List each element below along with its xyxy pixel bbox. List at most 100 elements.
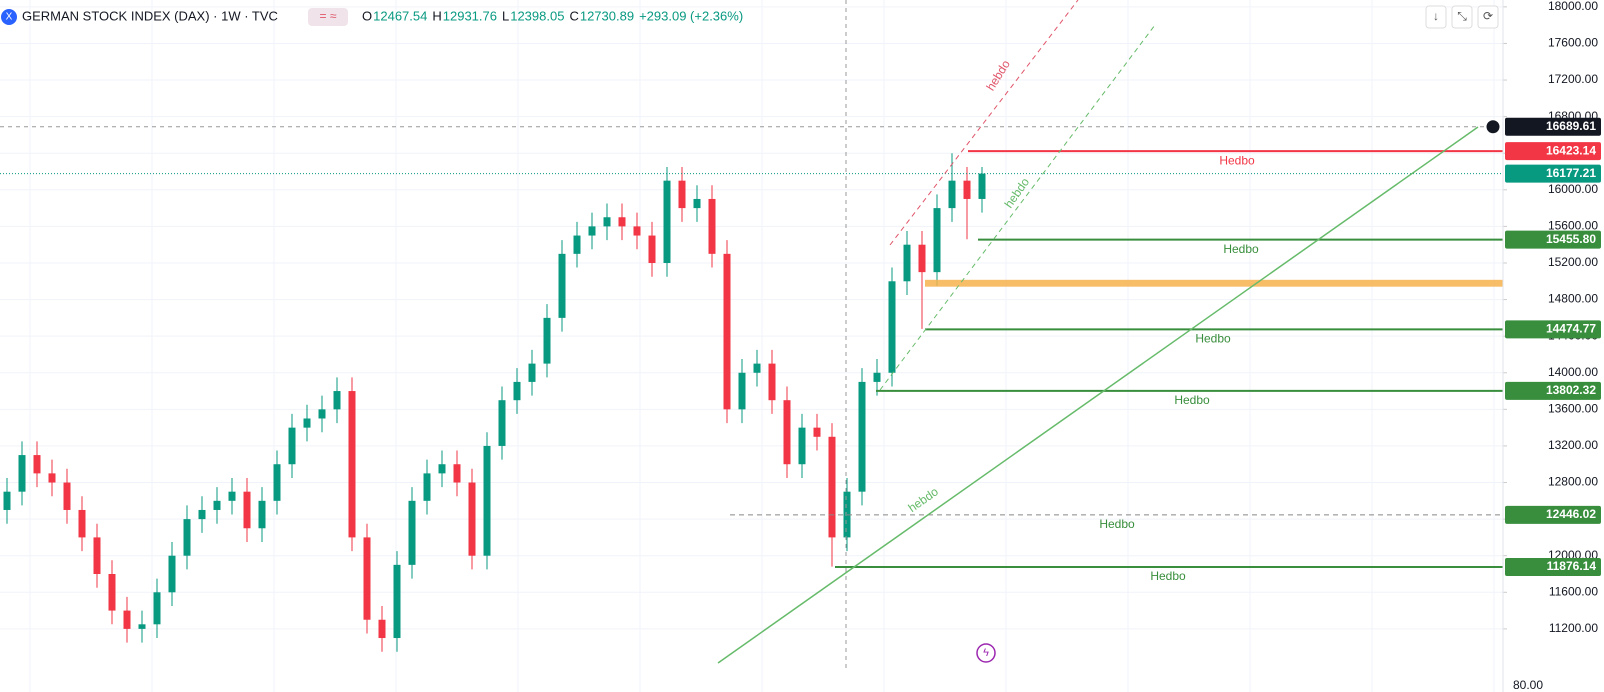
ohlc-value: 12931.76 bbox=[443, 8, 497, 23]
candle-body bbox=[888, 281, 896, 373]
level-label: Hedbo bbox=[1099, 517, 1135, 531]
candle-body bbox=[528, 363, 536, 382]
candle-body bbox=[978, 173, 986, 199]
candle-body bbox=[918, 244, 926, 273]
candle-body bbox=[123, 610, 131, 629]
price-tag bbox=[1505, 230, 1601, 249]
symbol-icon[interactable] bbox=[1, 9, 17, 25]
candle-body bbox=[348, 391, 356, 538]
candle-body bbox=[408, 500, 416, 565]
candle-body bbox=[633, 226, 641, 236]
y-tick-label: 16000.00 bbox=[1548, 182, 1598, 196]
add-alert-button[interactable] bbox=[1485, 119, 1501, 135]
ohlc-key: H bbox=[432, 8, 441, 23]
scroll-button[interactable] bbox=[1425, 5, 1447, 29]
candle-body bbox=[768, 363, 776, 401]
candle-body bbox=[783, 400, 791, 465]
y-tick-label: 17200.00 bbox=[1548, 72, 1598, 86]
candle-body bbox=[453, 464, 461, 483]
channel-line[interactable] bbox=[879, 24, 1156, 391]
reset-glyph: ⟳ bbox=[1483, 9, 1493, 23]
ohlc-key: C bbox=[569, 8, 578, 23]
trend-line[interactable] bbox=[717, 126, 1479, 664]
indicator-glyph: = ≈ bbox=[320, 9, 337, 23]
candle-body bbox=[423, 473, 431, 501]
y-tick-label: 15200.00 bbox=[1548, 255, 1598, 269]
candle-body bbox=[603, 217, 611, 227]
y-tick-label: 11200.00 bbox=[1549, 621, 1598, 635]
candle-body bbox=[903, 244, 911, 282]
y-tick-label: 18000.00 bbox=[1548, 0, 1598, 13]
level-label: Hedbo bbox=[1219, 153, 1255, 167]
price-tag bbox=[1505, 505, 1601, 524]
candle-body bbox=[678, 180, 686, 209]
y-tick-label: 15600.00 bbox=[1548, 219, 1598, 233]
symbol-title[interactable]: GERMAN STOCK INDEX (DAX) · 1W · TVC bbox=[22, 8, 278, 23]
level-label: Hedbo bbox=[1223, 242, 1259, 256]
candle-body bbox=[468, 482, 476, 556]
ohlc-key: L bbox=[502, 8, 509, 23]
y-tick-label: 12800.00 bbox=[1548, 475, 1598, 489]
y-tick-label: 13600.00 bbox=[1548, 402, 1598, 416]
ohlc-key: O bbox=[362, 8, 372, 23]
ohlc-change: +293.09 (+2.36%) bbox=[639, 8, 743, 23]
candle-body bbox=[78, 509, 86, 538]
volume-axis-label: 80.00 bbox=[1513, 678, 1543, 692]
price-tag-label: 13802.32 bbox=[1546, 383, 1596, 397]
candle-body bbox=[393, 564, 401, 639]
fullscreen-glyph: ⤡ bbox=[1457, 9, 1467, 23]
price-tag-label: 16177.21 bbox=[1546, 166, 1596, 180]
level-label: Hedbo bbox=[1174, 393, 1210, 407]
ohlc-value: 12467.54 bbox=[373, 8, 427, 23]
price-tag bbox=[1505, 164, 1601, 183]
y-tick-label: 11600.00 bbox=[1549, 584, 1598, 598]
candle-body bbox=[693, 198, 701, 209]
candle-body bbox=[618, 217, 626, 227]
candle-body bbox=[873, 372, 881, 382]
candle-body bbox=[153, 592, 161, 625]
price-tag-label: 14474.77 bbox=[1546, 321, 1596, 335]
channel-line[interactable] bbox=[889, 0, 1079, 246]
candle-body bbox=[108, 573, 116, 611]
candle-body bbox=[663, 180, 671, 263]
candle-body bbox=[723, 253, 731, 410]
candle-body bbox=[588, 226, 596, 236]
price-tag-label: 16423.14 bbox=[1546, 143, 1596, 157]
scroll-glyph: ↓ bbox=[1433, 9, 1439, 23]
candle-body bbox=[798, 427, 806, 465]
candle-body bbox=[963, 180, 971, 199]
candle-body bbox=[213, 500, 221, 510]
candle-body bbox=[738, 372, 746, 410]
candle-body bbox=[858, 381, 866, 492]
price-tag-label: 11876.14 bbox=[1547, 559, 1597, 573]
candle-body bbox=[813, 427, 821, 437]
candle-body bbox=[708, 198, 716, 254]
event-icon[interactable] bbox=[976, 643, 996, 663]
candle-body bbox=[648, 235, 656, 263]
candle-body bbox=[243, 491, 251, 529]
candle-body bbox=[183, 519, 191, 556]
candle-body bbox=[288, 427, 296, 465]
candle-body bbox=[93, 537, 101, 574]
fullscreen-button[interactable] bbox=[1451, 5, 1473, 29]
price-tag bbox=[1505, 320, 1601, 339]
candle-body bbox=[513, 381, 521, 401]
reset-button[interactable] bbox=[1477, 5, 1499, 29]
candle-body bbox=[228, 491, 236, 501]
candle-body bbox=[138, 624, 146, 629]
candle-body bbox=[48, 473, 56, 483]
candle-body bbox=[63, 482, 71, 510]
price-tag bbox=[1505, 117, 1601, 136]
candle-body bbox=[318, 409, 326, 419]
indicator-toggle[interactable] bbox=[308, 8, 348, 26]
price-tag-label: 15455.80 bbox=[1546, 232, 1596, 246]
candle-body bbox=[573, 235, 581, 254]
price-tag bbox=[1505, 142, 1601, 161]
candle-body bbox=[543, 317, 551, 364]
candle-body bbox=[198, 509, 206, 520]
price-tag bbox=[1505, 381, 1601, 400]
candle-body bbox=[753, 363, 761, 373]
candle-body bbox=[483, 445, 491, 556]
